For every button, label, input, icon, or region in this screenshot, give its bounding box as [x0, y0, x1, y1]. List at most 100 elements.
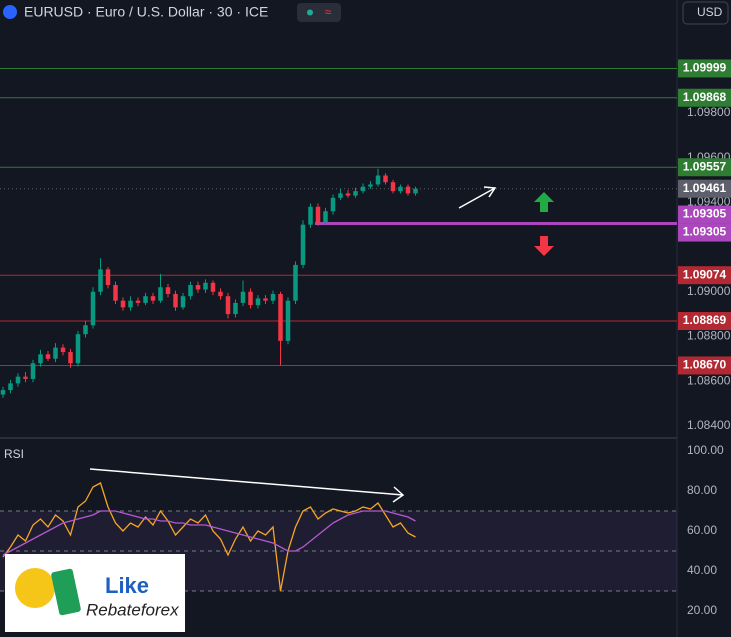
candle-body: [15, 376, 21, 384]
arrow-annotation: [458, 186, 497, 209]
price-label: 1.09868: [683, 90, 727, 104]
status-badge[interactable]: [297, 3, 341, 22]
down-arrow: [534, 236, 554, 256]
price-label: 1.09305: [683, 207, 727, 221]
candle-body: [195, 285, 201, 290]
logo-line1: Like: [105, 573, 149, 598]
logo-note: [51, 568, 81, 616]
y-tick-label: 1.08600: [687, 373, 731, 387]
y-tick-label: 80.00: [687, 483, 717, 497]
candle-body: [270, 293, 276, 301]
candle-body: [23, 376, 28, 379]
price-label: 1.09999: [683, 61, 727, 75]
candle-body: [330, 197, 336, 212]
candle-body: [0, 390, 6, 395]
candle-body: [150, 296, 156, 301]
logo-emoji: [15, 568, 55, 608]
candle-body: [210, 282, 216, 292]
candle-body: [143, 296, 148, 303]
logo-line2: Rebateforex: [86, 600, 179, 619]
candle-body: [45, 354, 51, 359]
y-tick-label: 100.00: [687, 443, 724, 457]
candle-body: [83, 325, 88, 335]
candle-body: [263, 298, 268, 301]
candle-body: [285, 300, 291, 341]
candle-body: [30, 363, 36, 379]
price-label-box: [678, 179, 731, 198]
price-label-box: [678, 88, 731, 107]
price-label: 1.09305: [683, 225, 727, 239]
rsi-line: [2, 510, 416, 556]
candle-body: [113, 285, 118, 301]
y-tick-label: 1.08400: [687, 418, 731, 432]
candle-body: [158, 287, 163, 301]
candle-body: [188, 285, 193, 297]
candle-body: [203, 282, 208, 290]
price-label: 1.09557: [683, 159, 727, 173]
candle-body: [248, 291, 253, 306]
candle-body: [165, 287, 171, 294]
candle-body: [60, 347, 66, 353]
rsi-title: RSI: [4, 447, 24, 461]
price-label-box: [678, 266, 731, 285]
candle-body: [300, 224, 306, 265]
candle-body: [98, 269, 103, 292]
y-tick-label: 1.08800: [687, 329, 731, 343]
y-tick-label: 1.09400: [687, 194, 731, 208]
y-tick-label: 60.00: [687, 523, 717, 537]
candle-body: [278, 293, 283, 341]
candle-body: [383, 175, 388, 183]
candle-body: [255, 298, 261, 306]
candle-body: [315, 206, 321, 223]
y-tick-label: 1.09000: [687, 284, 731, 298]
candle-body: [105, 269, 111, 286]
y-tick-label: 40.00: [687, 563, 717, 577]
candle-body: [173, 293, 178, 308]
currency-button[interactable]: [682, 1, 729, 25]
candle-body: [375, 175, 381, 185]
price-label-box: [678, 223, 731, 242]
arrow-annotation: [89, 468, 405, 503]
candle-body: [90, 291, 96, 326]
candle-body: [293, 264, 298, 301]
candle-body: [38, 354, 43, 364]
candle-body: [398, 186, 403, 192]
up-arrow: [534, 192, 554, 212]
candle-body: [128, 300, 133, 308]
candle-body: [308, 206, 313, 225]
candle-body: [390, 182, 396, 192]
y-tick-label: 20.00: [687, 603, 717, 617]
currency-label: USD: [697, 5, 723, 19]
symbol-icon: [3, 5, 17, 19]
price-label: 1.08670: [683, 358, 727, 372]
rsi-line: [2, 482, 416, 592]
candle-body: [368, 184, 373, 187]
candle-body: [75, 334, 81, 364]
price-label: 1.08869: [683, 313, 727, 327]
candle-body: [8, 383, 13, 391]
candle-body: [180, 296, 186, 308]
price-label-box: [678, 356, 731, 375]
chart-title: EURUSD · Euro / U.S. Dollar · 30 · ICE: [24, 4, 268, 20]
status-icon: ≈: [325, 5, 332, 19]
price-label-box: [678, 59, 731, 78]
y-tick-label: 1.09800: [687, 105, 731, 119]
candle-body: [240, 291, 246, 303]
candle-body: [218, 291, 223, 297]
price-label-box: [678, 205, 731, 224]
candle-body: [233, 302, 238, 315]
candle-body: [323, 211, 328, 223]
price-label-box: [678, 312, 731, 331]
candle-body: [353, 191, 358, 196]
candle-body: [120, 300, 126, 308]
price-label-box: [678, 158, 731, 177]
candle-body: [405, 186, 411, 194]
price-label: 1.09461: [683, 181, 727, 195]
logo: Like Rebateforex: [5, 554, 185, 632]
candle-body: [225, 296, 231, 315]
candle-body: [345, 193, 351, 196]
annotations: [89, 186, 497, 503]
status-dot: [307, 9, 313, 16]
